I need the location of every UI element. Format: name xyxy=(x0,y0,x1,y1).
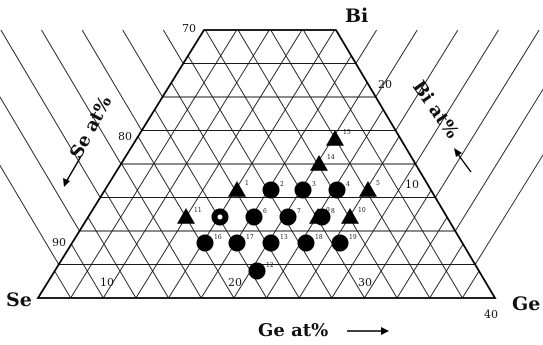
grid-line xyxy=(474,154,543,265)
point-label: 4 xyxy=(346,181,350,188)
grid-line xyxy=(454,88,543,232)
circle-point xyxy=(262,181,280,199)
grid-line xyxy=(200,55,352,299)
grid-line xyxy=(331,163,416,299)
grid-line xyxy=(187,55,333,299)
diagram-frame xyxy=(36,29,497,299)
grid-line xyxy=(104,190,169,299)
grid-line xyxy=(461,270,480,299)
grid-line xyxy=(54,270,72,299)
circle-point xyxy=(279,208,297,226)
circle-point xyxy=(331,234,349,252)
triangle-point xyxy=(341,208,359,224)
point-label: 3 xyxy=(312,181,316,188)
tick-label-se: 70 xyxy=(182,22,196,35)
point-label: 19 xyxy=(349,234,357,241)
circle-point xyxy=(196,234,214,252)
corner-label-bi: Bi xyxy=(345,5,368,27)
grid-line xyxy=(205,29,365,299)
grid-line xyxy=(434,29,540,198)
grid-line xyxy=(355,29,378,64)
triangle-point xyxy=(309,208,327,224)
grid-line xyxy=(415,29,499,165)
grid-line xyxy=(135,29,303,299)
triangle-point xyxy=(310,155,328,171)
circle-point xyxy=(328,181,346,199)
grid-line xyxy=(102,29,270,299)
point-label: 2 xyxy=(280,181,284,188)
grid-line xyxy=(270,29,431,299)
point-label: 8 xyxy=(331,208,335,215)
tick-label-bi: 20 xyxy=(378,78,392,91)
circle-point xyxy=(228,234,246,252)
corner-label-se: Se xyxy=(6,289,32,311)
point-label: 18 xyxy=(315,234,323,241)
tick-label-bi: 10 xyxy=(405,178,419,191)
point-label: 15 xyxy=(343,129,351,136)
grid-line xyxy=(302,29,463,299)
triangle-point xyxy=(228,181,246,197)
point-label: 12 xyxy=(266,262,274,269)
axis-title-se: Se at% xyxy=(66,93,116,163)
point-label: 10 xyxy=(358,207,366,214)
grid-line xyxy=(0,96,80,232)
point-label: 6 xyxy=(263,208,267,215)
arrow-bi-icon xyxy=(454,148,472,173)
point-label: 14 xyxy=(327,154,335,161)
triangle-point xyxy=(326,130,344,146)
triangular-grid xyxy=(0,29,543,299)
grid-line xyxy=(0,164,60,265)
circle-point xyxy=(262,234,280,252)
circle-point xyxy=(248,262,266,280)
corner-label-ge: Ge xyxy=(512,293,540,315)
point-label: 9 xyxy=(326,207,330,214)
grid-line xyxy=(87,217,137,299)
grid-line xyxy=(375,29,418,98)
grid-line xyxy=(0,29,101,198)
grid-line xyxy=(154,109,267,299)
tick-label-ge: 40 xyxy=(484,308,498,321)
point-label: 11 xyxy=(194,207,202,214)
axis-title-ge: Ge at% xyxy=(258,320,328,341)
grid-line xyxy=(70,243,104,299)
grid-line xyxy=(168,29,335,299)
grid-line xyxy=(396,217,448,299)
tick-label-se: 90 xyxy=(52,236,66,249)
tick-label-se: 80 xyxy=(118,130,132,143)
tick-label-ge: 30 xyxy=(358,276,372,289)
grid-line xyxy=(120,163,202,299)
tick-labels: 10 20 30 40 10 20 70 80 90 xyxy=(52,22,498,321)
circle-point-center xyxy=(217,214,223,220)
point-label: 17 xyxy=(246,234,254,241)
arrow-ge-icon xyxy=(347,327,389,335)
circle-point xyxy=(294,181,312,199)
triangle-point xyxy=(177,208,195,224)
grid-line xyxy=(395,29,459,131)
grid-line xyxy=(162,29,184,64)
circle-point xyxy=(245,208,263,226)
arrow-se-icon xyxy=(63,157,81,187)
point-label: 13 xyxy=(280,234,288,241)
grid-line xyxy=(41,29,122,165)
grid-line xyxy=(122,29,163,98)
grid-line xyxy=(266,109,384,299)
circle-point xyxy=(297,234,315,252)
point-label: 1 xyxy=(245,180,249,187)
tick-label-ge: 10 xyxy=(100,276,114,289)
point-label: 5 xyxy=(376,180,380,187)
point-label: 7 xyxy=(297,208,301,215)
grid-line xyxy=(81,29,143,131)
tick-label-ge: 20 xyxy=(228,276,242,289)
triangle-point xyxy=(359,181,377,197)
point-label: 16 xyxy=(214,234,222,241)
grid-line xyxy=(70,29,238,299)
